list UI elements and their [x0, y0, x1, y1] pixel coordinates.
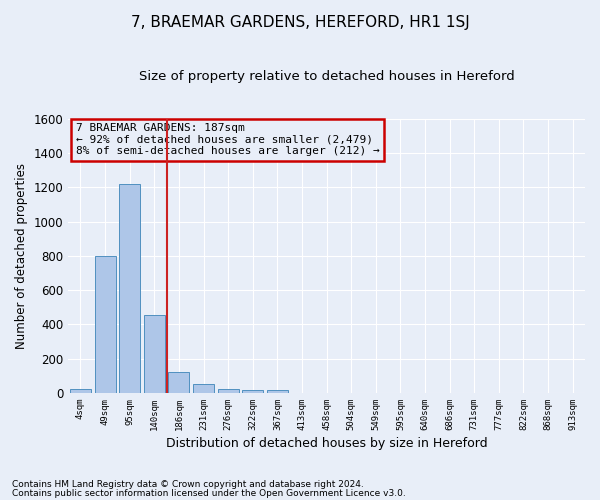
Bar: [267, 390, 288, 393]
Bar: [193, 384, 214, 393]
Bar: [70, 388, 91, 393]
Title: Size of property relative to detached houses in Hereford: Size of property relative to detached ho…: [139, 70, 514, 83]
Text: Contains HM Land Registry data © Crown copyright and database right 2024.: Contains HM Land Registry data © Crown c…: [12, 480, 364, 489]
Text: Contains public sector information licensed under the Open Government Licence v3: Contains public sector information licen…: [12, 488, 406, 498]
Bar: [119, 184, 140, 393]
Bar: [95, 256, 116, 393]
Bar: [144, 315, 165, 393]
Bar: [242, 390, 263, 393]
Bar: [218, 389, 239, 393]
Y-axis label: Number of detached properties: Number of detached properties: [15, 163, 28, 349]
Text: 7 BRAEMAR GARDENS: 187sqm
← 92% of detached houses are smaller (2,479)
8% of sem: 7 BRAEMAR GARDENS: 187sqm ← 92% of detac…: [76, 123, 380, 156]
Bar: [169, 372, 190, 393]
Text: 7, BRAEMAR GARDENS, HEREFORD, HR1 1SJ: 7, BRAEMAR GARDENS, HEREFORD, HR1 1SJ: [131, 15, 469, 30]
X-axis label: Distribution of detached houses by size in Hereford: Distribution of detached houses by size …: [166, 437, 487, 450]
